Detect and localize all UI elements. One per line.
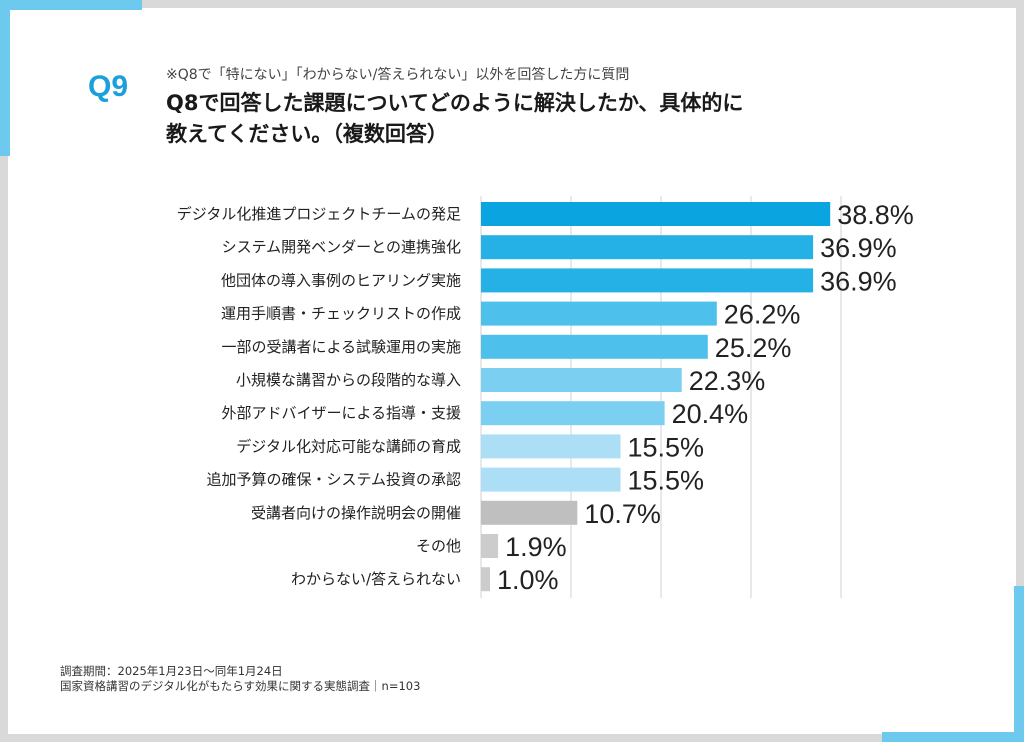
bar xyxy=(481,567,490,592)
value-label: 26.2% xyxy=(724,300,801,330)
category-label: 小規模な講習からの段階的な導入 xyxy=(236,371,461,389)
category-label: 他団体の導入事例のヒアリング実施 xyxy=(221,271,461,289)
accent-bottom-right-horizontal xyxy=(882,732,1024,742)
category-label: その他 xyxy=(416,537,461,555)
bar xyxy=(481,534,499,558)
category-label: 運用手順書・チェックリストの作成 xyxy=(221,305,461,323)
value-label: 10.7% xyxy=(584,499,661,529)
question-title: Q8で回答した課題についてどのように解決したか、具体的に 教えてください。（複数… xyxy=(166,88,866,150)
bar xyxy=(481,500,578,525)
bar xyxy=(481,467,621,492)
question-title-line-1: Q8で回答した課題についてどのように解決したか、具体的に xyxy=(166,91,744,115)
category-label: 受講者向けの操作説明会の開催 xyxy=(251,504,461,522)
value-label: 1.0% xyxy=(497,565,559,595)
accent-top-left-vertical xyxy=(0,0,10,156)
bar xyxy=(481,434,621,459)
category-label: デジタル化推進プロジェクトチームの発足 xyxy=(177,205,461,223)
bars: デジタル化推進プロジェクトチームの発足 38.8% システム開発ベンダーとの連携強化… xyxy=(177,200,914,595)
bar xyxy=(481,301,717,326)
value-label: 22.3% xyxy=(689,366,766,396)
accent-top-left-horizontal xyxy=(0,0,142,10)
footer: 調査期間：2025年1月23日～同年1月24日 国家資格講習のデジタル化がもたら… xyxy=(60,664,420,694)
value-label: 15.5% xyxy=(628,466,705,496)
value-label: 38.8% xyxy=(837,200,914,230)
category-label: 外部アドバイザーによる指導・支援 xyxy=(221,404,461,422)
category-label: わからない/答えられない xyxy=(291,570,461,588)
bar xyxy=(481,202,831,226)
category-label: 一部の受講者による試験運用の実施 xyxy=(221,338,461,356)
category-label: システム開発ベンダーとの連携強化 xyxy=(222,238,461,256)
bar xyxy=(481,334,708,359)
grid-lines xyxy=(480,196,842,598)
value-label: 25.2% xyxy=(715,333,792,363)
value-label: 36.9% xyxy=(820,233,897,263)
question-title-line-2: 教えてください。（複数回答） xyxy=(166,122,448,146)
bar xyxy=(481,368,682,392)
value-label: 20.4% xyxy=(672,399,749,429)
footer-survey-name: 国家資格講習のデジタル化がもたらす効果に関する実態調査｜n=103 xyxy=(60,679,421,693)
value-label: 36.9% xyxy=(820,266,897,296)
value-label: 15.5% xyxy=(628,432,705,462)
value-label: 1.9% xyxy=(505,532,567,562)
accent-bottom-right-vertical xyxy=(1014,586,1024,742)
category-label: デジタル化対応可能な講師の育成 xyxy=(236,437,461,455)
bar xyxy=(481,401,665,426)
bar xyxy=(481,268,814,293)
footer-survey-period: 調査期間：2025年1月23日～同年1月24日 xyxy=(60,664,283,678)
question-number: Q9 xyxy=(88,70,129,103)
bar xyxy=(481,235,814,260)
category-label: 追加予算の確保・システム投資の承認 xyxy=(206,471,461,489)
question-note: ※Q8で「特にない」「わからない/答えられない」以外を回答した方に質問 xyxy=(166,67,630,83)
